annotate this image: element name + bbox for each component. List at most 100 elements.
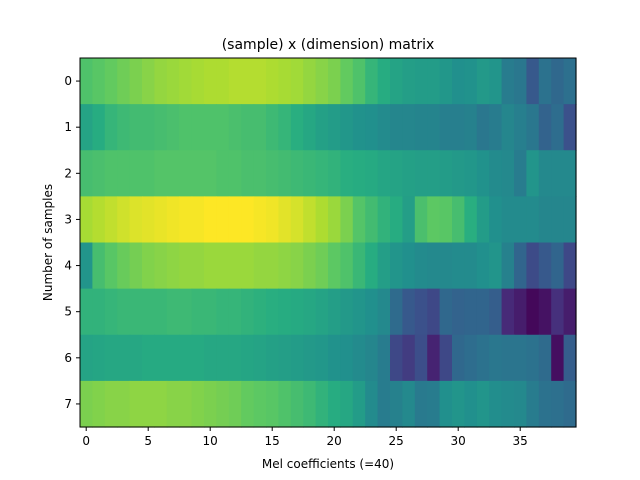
heatmap-cell — [142, 242, 155, 290]
heatmap-cell — [501, 58, 515, 105]
heatmap-cell — [365, 196, 379, 244]
heatmap-cell — [352, 150, 366, 197]
heatmap-cell — [253, 242, 267, 290]
heatmap-cell — [365, 58, 379, 105]
heatmap-cell — [117, 196, 131, 244]
y-tick-label: 4 — [64, 259, 72, 273]
y-tick-label: 2 — [64, 166, 72, 180]
heatmap-cell — [365, 334, 379, 382]
heatmap-cell — [489, 334, 503, 382]
heatmap-cell — [228, 58, 242, 105]
heatmap-cell — [390, 242, 403, 290]
heatmap-cell — [514, 150, 527, 197]
heatmap-cell — [514, 380, 527, 428]
heatmap-cell — [427, 58, 441, 105]
y-axis-label: Number of samples — [41, 184, 55, 301]
heatmap-cell — [563, 288, 577, 336]
heatmap-cell — [402, 288, 416, 336]
y-tick-label: 3 — [64, 212, 72, 226]
heatmap-cell — [501, 196, 515, 244]
heatmap-cell — [365, 242, 379, 290]
heatmap-cell — [290, 380, 304, 428]
heatmap-cell — [266, 380, 279, 428]
heatmap-cell — [340, 196, 354, 244]
heatmap-cell — [80, 334, 93, 382]
heatmap-cell — [303, 242, 317, 290]
heatmap-cell — [315, 104, 329, 151]
heatmap-cell — [377, 196, 391, 244]
heatmap-cell — [340, 58, 354, 105]
heatmap-cell — [290, 242, 304, 290]
heatmap-cell — [414, 58, 428, 105]
heatmap-cell — [476, 150, 490, 197]
heatmap-cell — [117, 58, 131, 105]
heatmap-cell — [266, 104, 279, 151]
heatmap-cell — [266, 334, 279, 382]
heatmap-cell — [563, 58, 577, 105]
heatmap-cell — [303, 288, 317, 336]
heatmap-cell — [104, 58, 118, 105]
heatmap-cell — [452, 242, 465, 290]
heatmap-cell — [427, 150, 441, 197]
heatmap-cell — [489, 104, 503, 151]
heatmap-cell — [328, 58, 341, 105]
x-tick-label: 25 — [389, 434, 404, 448]
heatmap-cell — [489, 150, 503, 197]
heatmap-cell — [117, 380, 131, 428]
heatmap-cell — [253, 150, 267, 197]
heatmap-cell — [142, 58, 155, 105]
heatmap-cell — [328, 150, 341, 197]
heatmap-cell — [501, 380, 515, 428]
heatmap-cell — [166, 334, 180, 382]
heatmap-cell — [191, 58, 205, 105]
heatmap-cell — [315, 334, 329, 382]
heatmap-cell — [241, 288, 255, 336]
heatmap-cell — [402, 242, 416, 290]
heatmap-cell — [278, 380, 292, 428]
heatmap-cell — [427, 242, 441, 290]
heatmap-cell — [216, 380, 230, 428]
heatmap-cell — [414, 104, 428, 151]
heatmap-cell — [352, 334, 366, 382]
heatmap-cell — [352, 242, 366, 290]
heatmap-cell — [241, 58, 255, 105]
heatmap-cell — [204, 334, 217, 382]
heatmap-cell — [563, 242, 577, 290]
heatmap-cell — [154, 242, 168, 290]
heatmap-cell — [92, 288, 106, 336]
heatmap-cell — [402, 196, 416, 244]
heatmap-cell — [414, 334, 428, 382]
heatmap-cell — [439, 242, 453, 290]
heatmap-cell — [117, 334, 131, 382]
heatmap-cell — [489, 288, 503, 336]
heatmap-cell — [179, 150, 193, 197]
heatmap-cell — [476, 288, 490, 336]
heatmap-cell — [80, 380, 93, 428]
heatmap-cell — [290, 196, 304, 244]
y-tick-label: 6 — [64, 351, 72, 365]
heatmap-cell — [154, 334, 168, 382]
heatmap-cell — [514, 334, 527, 382]
heatmap-cell — [551, 58, 565, 105]
heatmap-cell — [563, 380, 577, 428]
heatmap-cell — [514, 104, 527, 151]
heatmap-cell — [278, 196, 292, 244]
heatmap-cell — [278, 104, 292, 151]
x-axis-label: Mel coefficients (=40) — [262, 457, 394, 471]
heatmap-cell — [365, 380, 379, 428]
heatmap-cell — [166, 196, 180, 244]
heatmap-cell — [352, 288, 366, 336]
heatmap-cell — [501, 242, 515, 290]
heatmap-cell — [154, 196, 168, 244]
heatmap-cell — [278, 58, 292, 105]
heatmap-cell — [179, 334, 193, 382]
heatmap-cell — [216, 242, 230, 290]
heatmap-cell — [340, 104, 354, 151]
heatmap-cell — [278, 242, 292, 290]
heatmap-cell — [266, 196, 279, 244]
heatmap-cell — [80, 58, 93, 105]
heatmap-cell — [390, 334, 403, 382]
heatmap-cell — [414, 150, 428, 197]
heatmap-cell — [402, 104, 416, 151]
heatmap-cell — [352, 380, 366, 428]
